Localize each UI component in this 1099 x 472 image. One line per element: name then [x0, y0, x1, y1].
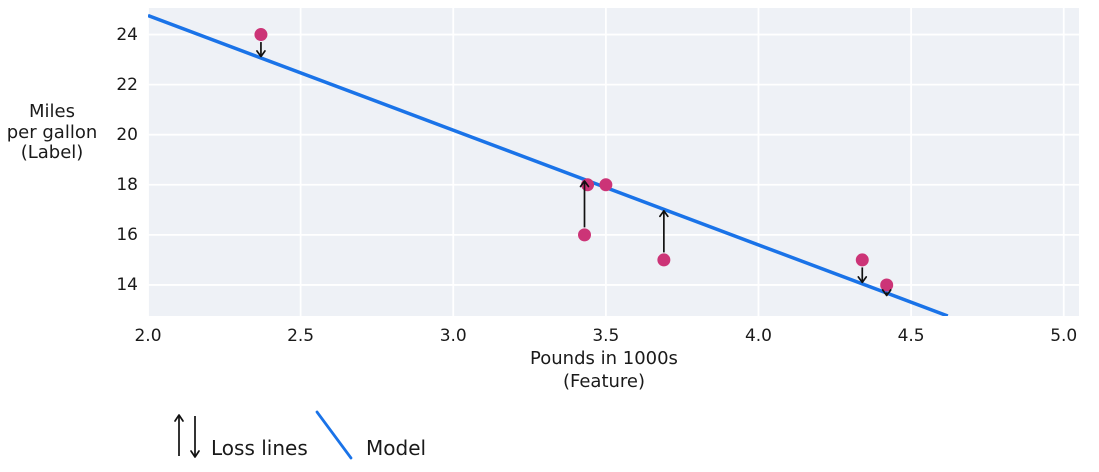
loss-arrow — [256, 42, 266, 58]
x-tick-label: 4.5 — [897, 326, 925, 346]
x-axis-label-line: Pounds in 1000s — [530, 348, 678, 369]
y-tick-label: 22 — [116, 74, 138, 95]
data-point — [254, 28, 268, 42]
x-tick-label: 2.0 — [134, 326, 162, 346]
model-line-icon — [315, 410, 353, 460]
loss-arrow — [881, 289, 892, 297]
x-axis-label-line: (Feature) — [562, 371, 646, 392]
y-tick-label: 18 — [116, 174, 138, 195]
loss-arrow — [857, 267, 868, 284]
y-tick-label: 16 — [116, 224, 138, 245]
x-tick-label: 2.5 — [287, 326, 315, 346]
x-axis-label: Pounds in 1000s (Feature) — [454, 347, 754, 393]
y-axis-label-line: (Label) — [20, 142, 84, 163]
data-point — [578, 228, 592, 242]
plot-background — [148, 8, 1079, 316]
loss-lines-icon — [174, 414, 200, 458]
data-point — [599, 178, 613, 192]
x-tick-label: 3.5 — [592, 326, 620, 346]
x-tick-label: 4.0 — [744, 326, 772, 346]
loss-arrow — [659, 209, 669, 253]
model-line — [148, 13, 949, 316]
y-axis-label: Miles per gallon (Label) — [0, 101, 104, 164]
y-tick-label: 20 — [116, 124, 138, 145]
y-axis-label-line: per gallon — [6, 121, 98, 143]
y-axis-label-line: Miles — [29, 101, 75, 122]
data-point — [880, 278, 894, 292]
plot-area — [148, 8, 1079, 316]
model-legend-label: Model — [366, 436, 427, 460]
x-tick-label: 5.0 — [1050, 326, 1078, 346]
loss-arrow — [579, 180, 590, 228]
data-point — [855, 253, 869, 267]
y-tick-label: 24 — [116, 24, 138, 45]
y-tick-label: 14 — [116, 274, 138, 295]
x-tick-label: 3.0 — [439, 326, 467, 346]
data-point — [657, 253, 671, 267]
loss-lines-legend-label: Loss lines — [211, 436, 308, 460]
plot-canvas — [148, 8, 1079, 316]
